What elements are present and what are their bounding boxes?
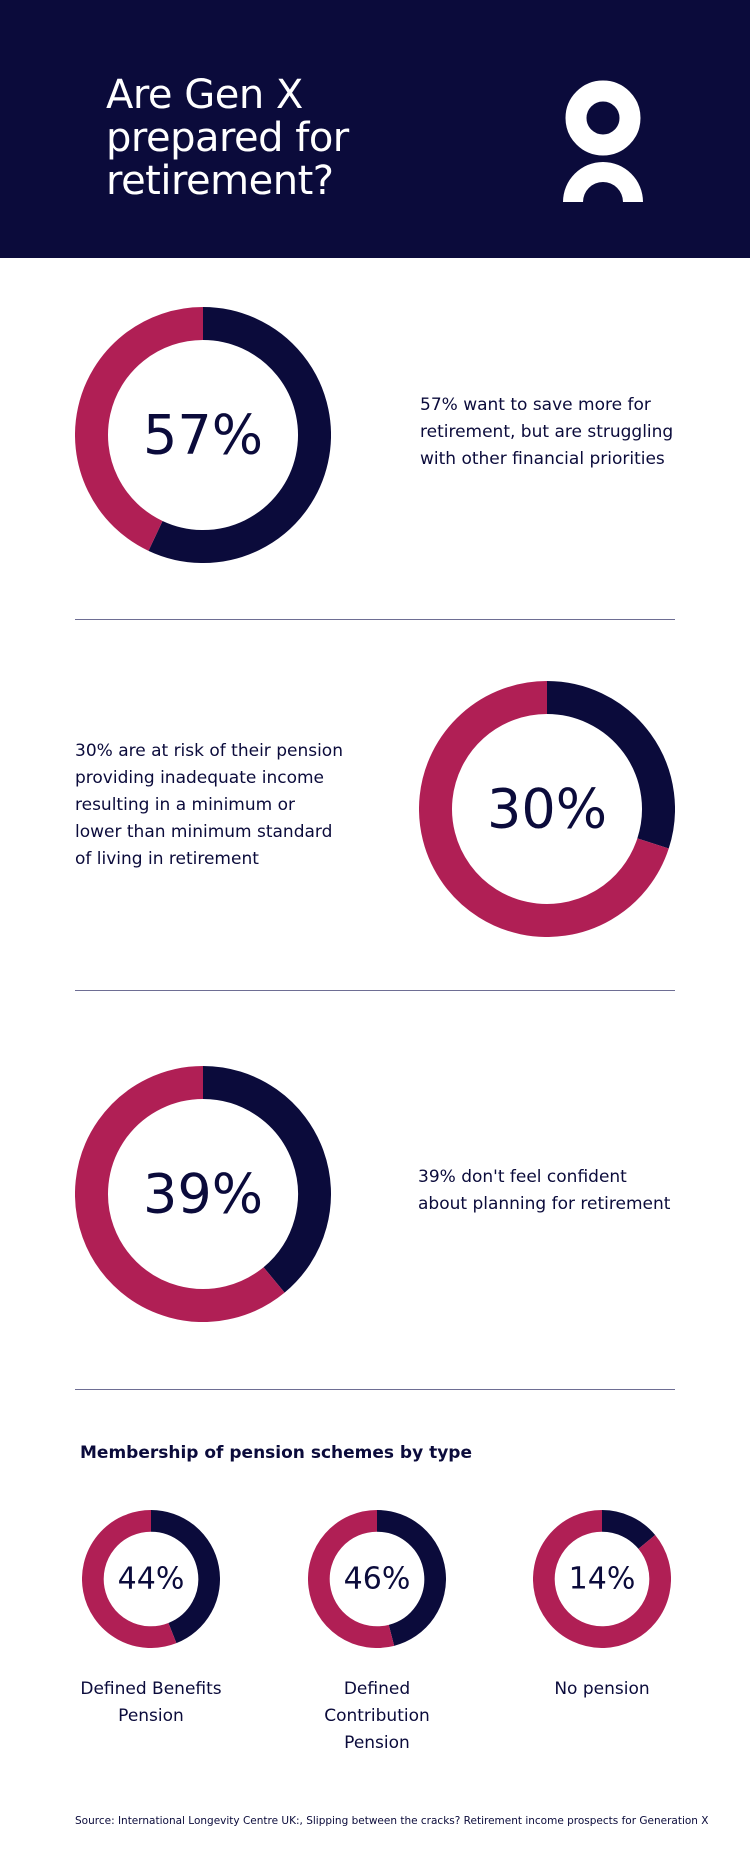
donut-percent-label: 46% — [344, 1562, 411, 1597]
pension-label-defined-contribution: Defined Contribution Pension — [324, 1679, 430, 1753]
donut-slice-highlight — [150, 1510, 220, 1644]
donut-slice-highlight — [601, 1510, 656, 1550]
stat-1-description: 57% want to save more for retirement, bu… — [420, 395, 674, 469]
donut-slice-remainder — [75, 1066, 285, 1322]
divider — [75, 1389, 675, 1390]
section-title: Membership of pension schemes by type — [80, 1443, 473, 1463]
donut-slice-remainder — [75, 307, 204, 551]
donut-svg: 44% — [82, 1510, 220, 1648]
source-note: Source: International Longevity Centre U… — [75, 1815, 709, 1827]
donut-svg: 46% — [308, 1510, 446, 1648]
donut-chart-stat-3: 39% — [75, 1066, 331, 1322]
divider — [75, 619, 675, 620]
donut-slice-highlight — [546, 681, 675, 849]
donut-svg: 14% — [533, 1510, 671, 1648]
donut-chart-stat-1: 57% — [75, 307, 331, 563]
donut-chart-defined-contribution: 46% — [308, 1510, 446, 1648]
donut-slice-remainder — [533, 1510, 671, 1648]
stat-2-description: 30% are at risk of their pension providi… — [75, 741, 343, 869]
donut-slice-remainder — [308, 1510, 395, 1648]
donut-svg: 39% — [75, 1066, 331, 1322]
donut-slice-highlight — [376, 1510, 446, 1646]
donut-svg: 30% — [419, 681, 675, 937]
donut-slice-highlight — [148, 307, 331, 563]
page-title: Are Gen X prepared for retirement? — [106, 72, 349, 204]
oo-logo-icon — [563, 80, 643, 202]
donut-slice-remainder — [82, 1510, 177, 1648]
stat-3-description: 39% don't feel confident about planning … — [418, 1167, 671, 1214]
donut-chart-no-pension: 14% — [533, 1510, 671, 1648]
donut-percent-label: 57% — [143, 404, 263, 467]
donut-percent-label: 39% — [143, 1163, 263, 1226]
donut-svg: 57% — [75, 307, 331, 563]
pension-label-defined-benefits: Defined Benefits Pension — [80, 1679, 222, 1726]
header-banner: Are Gen X prepared for retirement? — [0, 0, 750, 258]
donut-percent-label: 44% — [118, 1562, 185, 1597]
divider — [75, 990, 675, 991]
pension-label-no-pension: No pension — [554, 1679, 650, 1699]
donut-percent-label: 14% — [569, 1562, 636, 1597]
donut-chart-defined-benefits: 44% — [82, 1510, 220, 1648]
donut-slice-remainder — [419, 681, 669, 937]
donut-percent-label: 30% — [487, 778, 607, 841]
donut-slice-highlight — [202, 1066, 331, 1293]
donut-chart-stat-2: 30% — [419, 681, 675, 937]
